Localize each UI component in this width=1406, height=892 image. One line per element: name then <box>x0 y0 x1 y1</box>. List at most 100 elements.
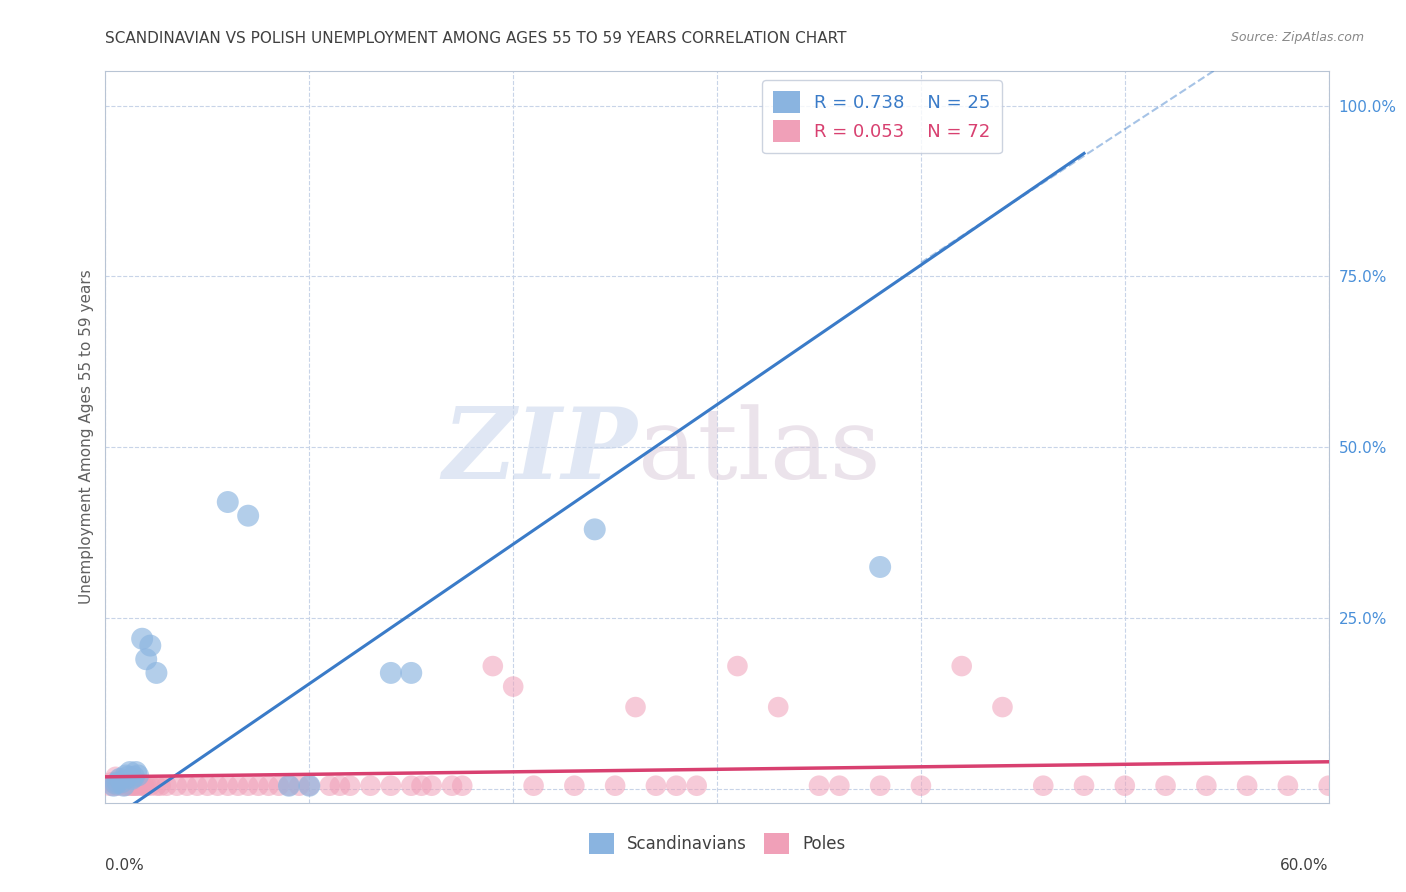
Point <box>197 779 219 793</box>
Point <box>247 779 270 793</box>
Point <box>118 779 141 793</box>
Legend: Scandinavians, Poles: Scandinavians, Poles <box>582 827 852 860</box>
Point <box>118 765 141 780</box>
Point <box>583 522 606 536</box>
Point <box>111 775 134 789</box>
Point <box>121 779 143 793</box>
Point <box>869 560 891 574</box>
Point <box>339 779 361 793</box>
Point <box>1317 779 1340 793</box>
Point <box>115 779 138 793</box>
Text: 60.0%: 60.0% <box>1281 858 1329 872</box>
Point <box>380 779 402 793</box>
Point <box>1236 779 1258 793</box>
Point <box>127 779 149 793</box>
Point <box>360 779 382 793</box>
Point <box>562 779 586 793</box>
Point <box>278 779 301 793</box>
Point <box>523 779 546 793</box>
Point <box>139 779 162 793</box>
Point <box>226 779 249 793</box>
Point <box>112 779 135 793</box>
Point <box>644 779 668 793</box>
Point <box>217 779 239 793</box>
Point <box>236 508 260 523</box>
Point <box>1073 779 1095 793</box>
Point <box>125 779 148 793</box>
Point <box>869 779 891 793</box>
Point <box>727 659 749 673</box>
Point <box>1195 779 1218 793</box>
Text: 0.0%: 0.0% <box>105 858 145 872</box>
Point <box>149 779 172 793</box>
Point <box>267 779 290 793</box>
Point <box>401 665 423 680</box>
Point <box>1114 779 1136 793</box>
Point <box>103 779 125 793</box>
Point <box>807 779 830 793</box>
Point <box>481 659 505 673</box>
Point <box>104 777 127 791</box>
Point <box>257 779 280 793</box>
Point <box>411 779 433 793</box>
Point <box>131 632 153 646</box>
Text: ZIP: ZIP <box>443 403 637 500</box>
Point <box>121 772 143 786</box>
Point <box>768 700 790 714</box>
Point <box>112 779 135 793</box>
Point <box>401 779 423 793</box>
Point <box>950 659 973 673</box>
Point <box>298 779 321 793</box>
Point <box>108 772 131 786</box>
Text: SCANDINAVIAN VS POLISH UNEMPLOYMENT AMONG AGES 55 TO 59 YEARS CORRELATION CHART: SCANDINAVIAN VS POLISH UNEMPLOYMENT AMON… <box>105 31 846 46</box>
Point <box>665 779 688 793</box>
Point <box>278 779 301 793</box>
Point <box>288 779 311 793</box>
Point <box>451 779 474 793</box>
Point <box>502 680 524 694</box>
Point <box>156 779 179 793</box>
Point <box>98 779 121 793</box>
Point <box>318 779 342 793</box>
Point <box>686 779 709 793</box>
Y-axis label: Unemployment Among Ages 55 to 59 years: Unemployment Among Ages 55 to 59 years <box>79 269 94 605</box>
Point <box>910 779 932 793</box>
Point <box>329 779 352 793</box>
Point <box>1277 779 1299 793</box>
Point <box>100 775 122 789</box>
Point <box>991 700 1014 714</box>
Point <box>380 665 402 680</box>
Point <box>441 779 464 793</box>
Point <box>122 770 145 784</box>
Point <box>104 770 127 784</box>
Point <box>145 665 167 680</box>
Point <box>129 777 152 791</box>
Point <box>166 779 188 793</box>
Point <box>236 779 260 793</box>
Point <box>1154 779 1177 793</box>
Point <box>135 652 157 666</box>
Point <box>145 779 167 793</box>
Point <box>125 765 148 780</box>
Point <box>115 768 138 782</box>
Point <box>176 779 198 793</box>
Point <box>117 777 139 791</box>
Point <box>111 777 134 791</box>
Text: Source: ZipAtlas.com: Source: ZipAtlas.com <box>1230 31 1364 45</box>
Text: atlas: atlas <box>637 404 880 500</box>
Point <box>134 779 156 793</box>
Point <box>186 779 208 793</box>
Point <box>217 495 239 509</box>
Point <box>624 700 647 714</box>
Point <box>605 779 627 793</box>
Point <box>207 779 229 793</box>
Point <box>298 779 321 793</box>
Point <box>108 772 131 786</box>
Point <box>127 768 149 782</box>
Point <box>1032 779 1054 793</box>
Point <box>117 770 139 784</box>
Point <box>420 779 443 793</box>
Point <box>131 779 153 793</box>
Point <box>135 779 157 793</box>
Point <box>828 779 851 793</box>
